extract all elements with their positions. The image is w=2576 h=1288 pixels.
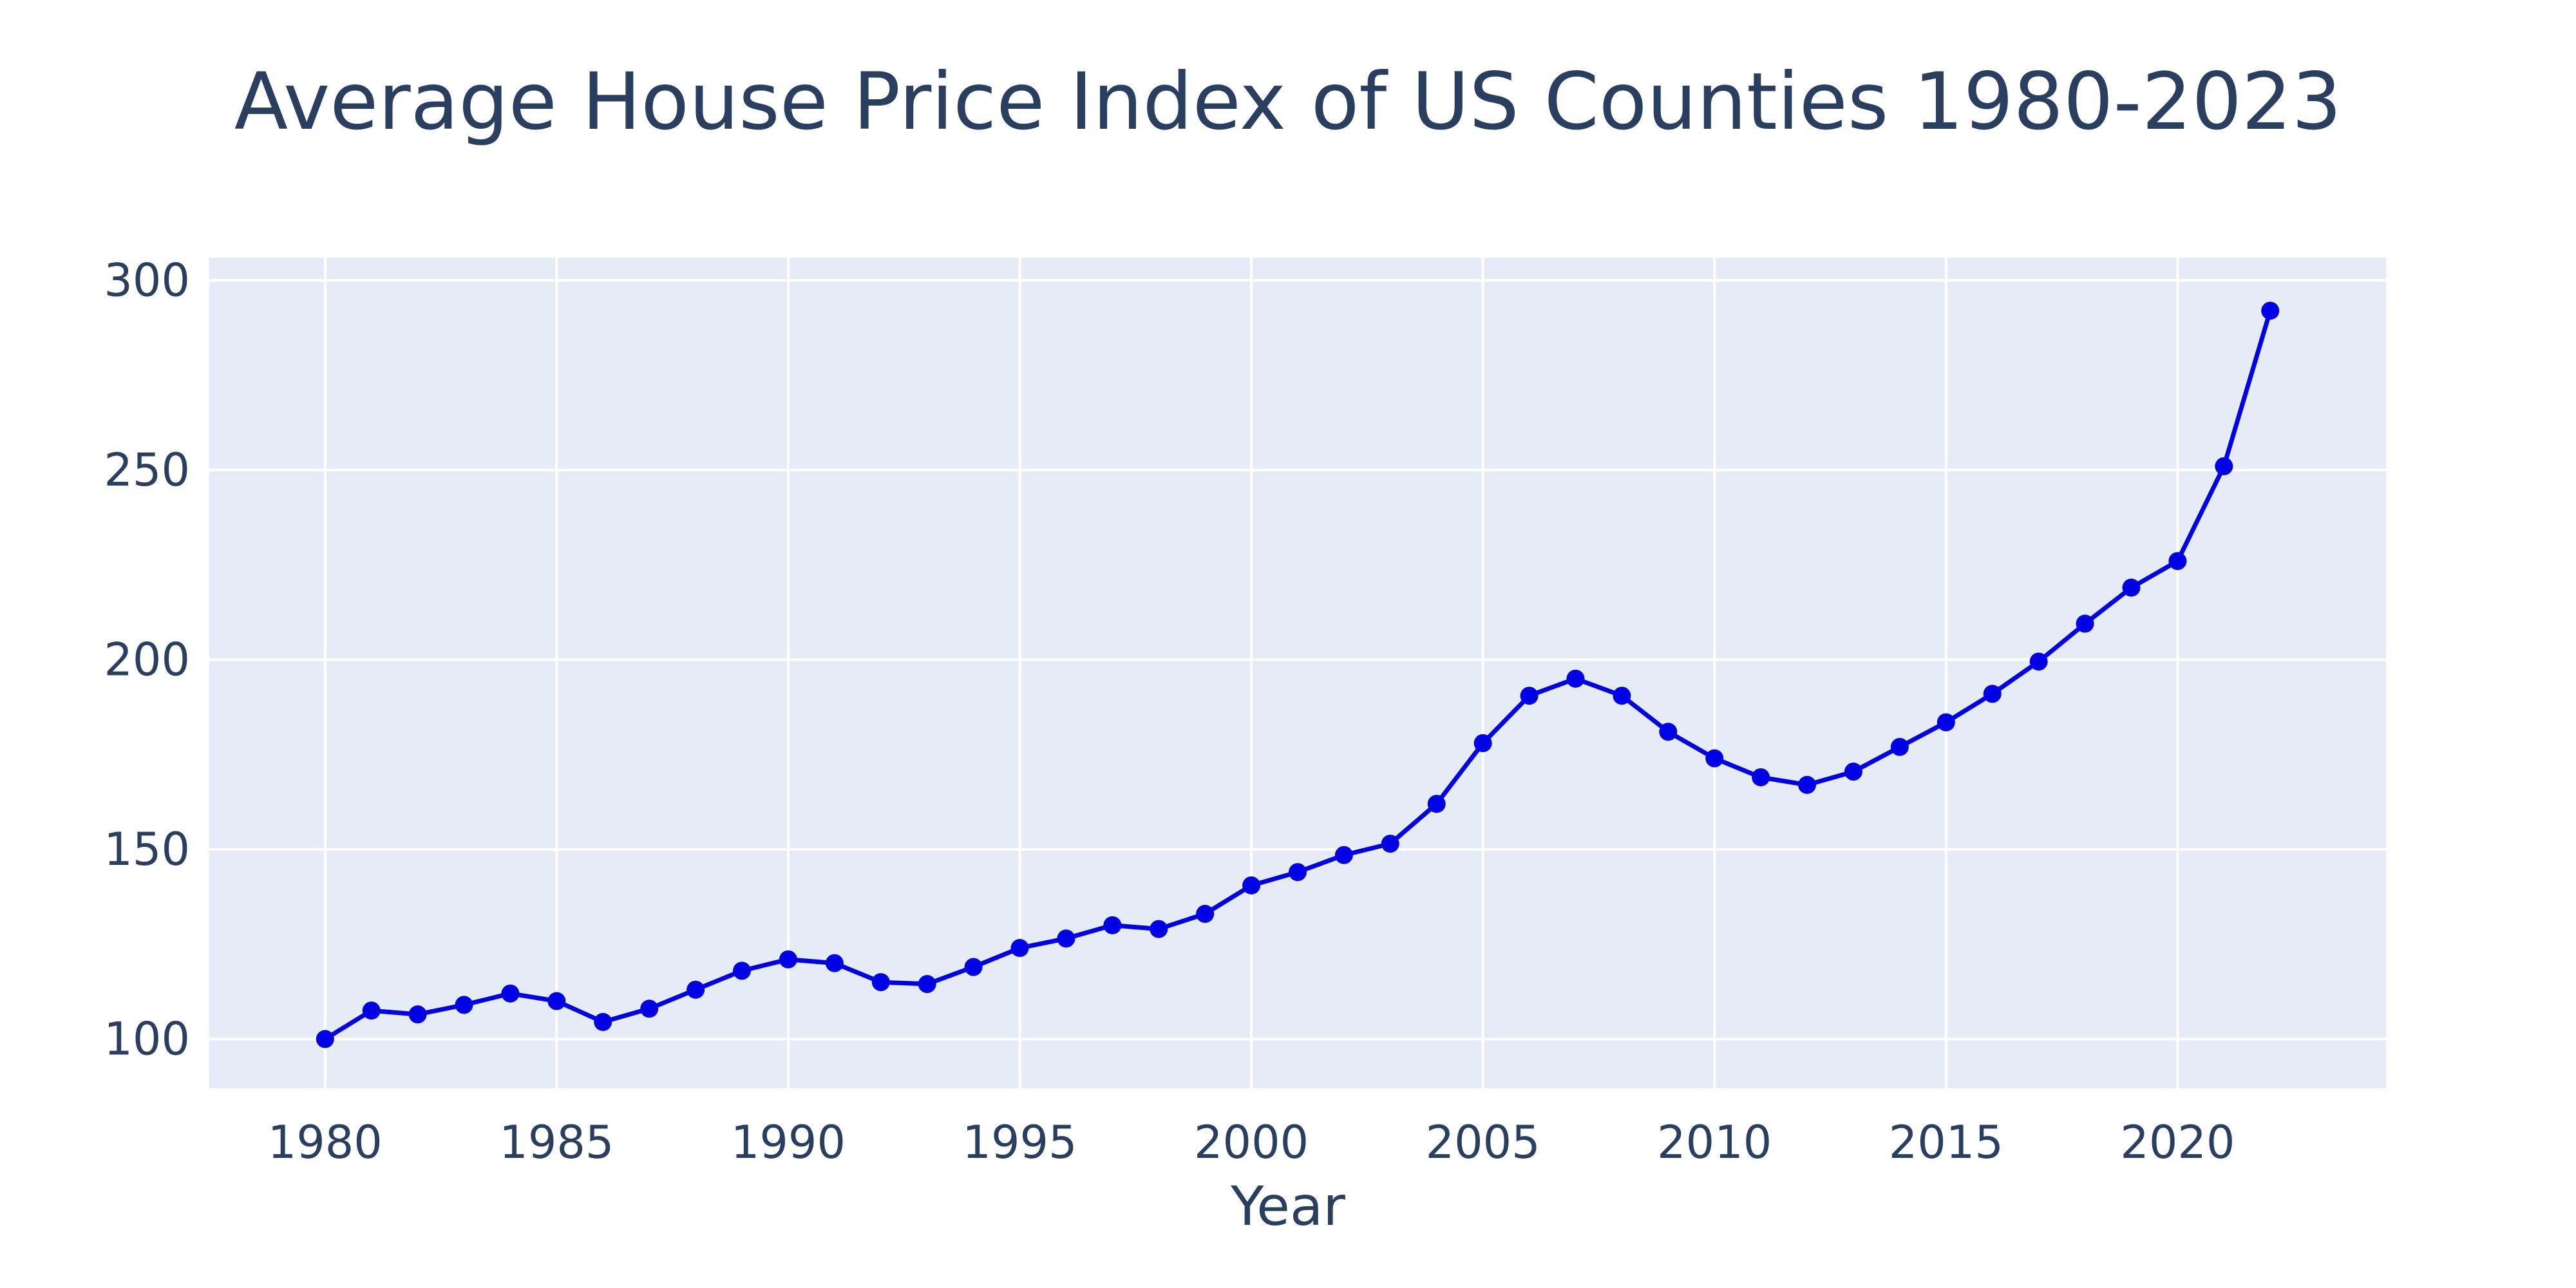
data-point — [2029, 652, 2048, 671]
y-axis-ticks: 100 150 200 250 300 — [104, 254, 190, 1065]
x-tick-label: 2005 — [1426, 1116, 1540, 1169]
y-tick-label: 150 — [104, 823, 190, 876]
data-point — [1057, 929, 1075, 948]
data-point — [640, 999, 659, 1018]
data-point — [1520, 687, 1539, 705]
x-tick-label: 1980 — [268, 1116, 383, 1169]
data-point — [408, 1005, 427, 1024]
data-point — [501, 984, 520, 1003]
data-point — [1798, 775, 1817, 794]
data-point — [1334, 846, 1353, 864]
y-tick-label: 300 — [104, 254, 190, 307]
data-point — [1381, 835, 1399, 853]
x-tick-label: 2000 — [1194, 1116, 1309, 1169]
data-point — [918, 975, 936, 994]
data-point — [1242, 876, 1261, 895]
data-point — [733, 961, 752, 980]
x-tick-label: 2020 — [2120, 1116, 2235, 1169]
x-tick-label: 1985 — [499, 1116, 614, 1169]
data-point — [2168, 552, 2187, 571]
x-axis-title: Year — [1230, 1175, 1345, 1238]
x-gridlines — [323, 258, 2179, 1088]
data-point — [1289, 863, 1307, 882]
data-point — [1613, 687, 1631, 705]
data-point — [1566, 669, 1585, 688]
data-point — [1010, 939, 1029, 958]
x-tick-label: 1990 — [731, 1116, 846, 1169]
data-point — [1196, 905, 1215, 923]
data-point — [871, 973, 890, 992]
y-tick-label: 100 — [104, 1012, 190, 1065]
data-point — [687, 980, 705, 999]
y-tick-label: 200 — [104, 633, 190, 686]
data-point — [1752, 768, 1770, 786]
data-point — [316, 1030, 334, 1048]
data-point — [1890, 737, 1909, 756]
x-tick-label: 2010 — [1657, 1116, 1772, 1169]
data-point — [1844, 762, 1862, 781]
data-point — [964, 958, 983, 976]
data-point — [1659, 723, 1678, 741]
data-point — [1937, 713, 1955, 732]
data-point — [594, 1012, 612, 1031]
data-point — [1705, 749, 1724, 768]
data-point — [2261, 301, 2280, 320]
data-point — [455, 996, 473, 1014]
data-point — [2076, 614, 2094, 633]
x-axis-ticks: 1980 1985 1990 1995 2000 2005 2010 2015 2020 — [268, 1116, 2235, 1169]
data-point — [1983, 685, 2002, 703]
data-point — [779, 950, 797, 969]
data-point — [547, 992, 566, 1010]
x-tick-label: 1995 — [962, 1116, 1077, 1169]
series-layer — [316, 301, 2280, 1048]
data-point — [825, 954, 844, 972]
data-point — [362, 1001, 381, 1020]
data-point — [1427, 795, 1446, 813]
data-point — [2215, 457, 2233, 475]
y-gridlines — [209, 279, 2386, 1041]
data-point — [1103, 916, 1122, 934]
data-point — [1473, 734, 1492, 752]
data-point — [1150, 920, 1168, 938]
plot-area — [209, 258, 2386, 1088]
y-tick-label: 250 — [104, 444, 190, 497]
x-tick-label: 2015 — [1889, 1116, 2003, 1169]
data-point — [2122, 578, 2141, 597]
chart-title: Average House Price Index of US Counties… — [234, 56, 2342, 147]
